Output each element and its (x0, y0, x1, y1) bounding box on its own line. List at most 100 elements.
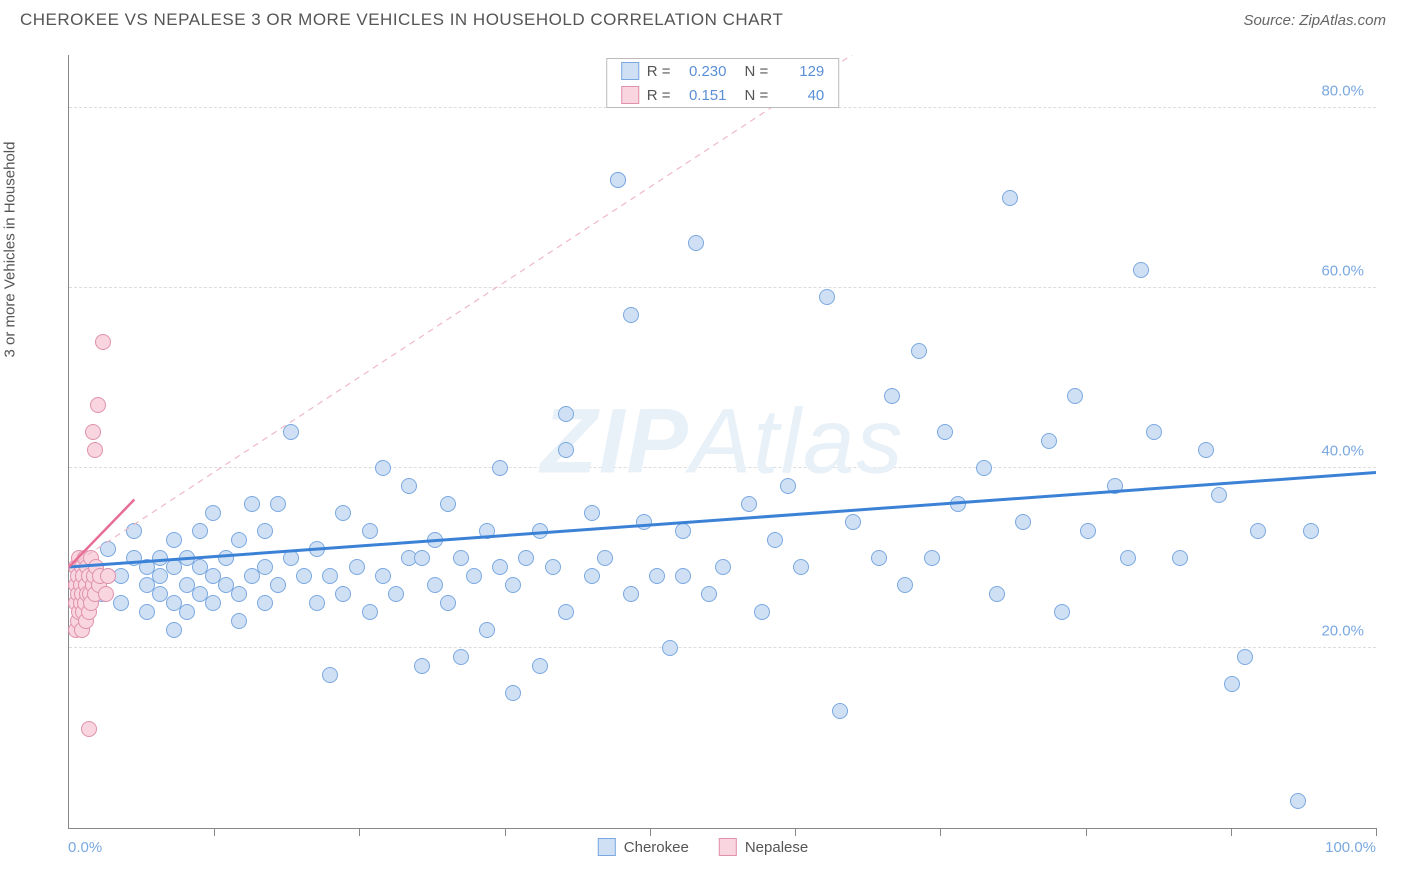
data-point (479, 523, 495, 539)
data-point (401, 478, 417, 494)
y-axis-label: 3 or more Vehicles in Household (2, 142, 19, 358)
legend-r-value: 0.230 (679, 63, 727, 80)
data-point (257, 523, 273, 539)
legend-series: Cherokee Nepalese (598, 838, 808, 856)
data-point (257, 559, 273, 575)
data-point (819, 289, 835, 305)
x-tick (795, 828, 796, 836)
data-point (636, 514, 652, 530)
y-tick-label: 20.0% (1321, 623, 1364, 640)
legend-swatch (719, 838, 737, 856)
data-point (741, 496, 757, 512)
data-point (871, 550, 887, 566)
data-point (362, 523, 378, 539)
data-point (100, 541, 116, 557)
legend-swatch (598, 838, 616, 856)
data-point (81, 721, 97, 737)
data-point (440, 496, 456, 512)
legend-r-label: R = (647, 63, 671, 80)
data-point (1303, 523, 1319, 539)
gridline (69, 287, 1376, 288)
x-tick (359, 828, 360, 836)
data-point (1067, 388, 1083, 404)
data-point (283, 424, 299, 440)
data-point (1290, 793, 1306, 809)
x-tick (940, 828, 941, 836)
data-point (166, 622, 182, 638)
data-point (558, 442, 574, 458)
data-point (505, 577, 521, 593)
data-point (257, 595, 273, 611)
x-tick (214, 828, 215, 836)
legend-swatch (621, 86, 639, 104)
data-point (179, 604, 195, 620)
data-point (1120, 550, 1136, 566)
data-point (1015, 514, 1031, 530)
data-point (1250, 523, 1266, 539)
data-point (309, 541, 325, 557)
data-point (1133, 262, 1149, 278)
legend-swatch (621, 62, 639, 80)
data-point (270, 496, 286, 512)
data-point (440, 595, 456, 611)
data-point (322, 568, 338, 584)
legend-n-value: 129 (776, 63, 824, 80)
data-point (1054, 604, 1070, 620)
legend-r-label: R = (647, 87, 671, 104)
data-point (610, 172, 626, 188)
data-point (90, 397, 106, 413)
watermark: ZIPAtlas (541, 389, 905, 494)
data-point (937, 424, 953, 440)
data-point (558, 406, 574, 422)
x-tick (1086, 828, 1087, 836)
legend-series-item: Cherokee (598, 838, 689, 856)
chart-title: CHEROKEE VS NEPALESE 3 OR MORE VEHICLES … (20, 10, 783, 30)
y-tick-label: 60.0% (1321, 263, 1364, 280)
legend-r-value: 0.151 (679, 87, 727, 104)
data-point (427, 577, 443, 593)
data-point (87, 442, 103, 458)
data-point (375, 568, 391, 584)
data-point (623, 586, 639, 602)
legend-series-label: Nepalese (745, 839, 808, 856)
data-point (1080, 523, 1096, 539)
data-point (532, 523, 548, 539)
legend-series-label: Cherokee (624, 839, 689, 856)
data-point (244, 496, 260, 512)
data-point (793, 559, 809, 575)
data-point (139, 604, 155, 620)
data-point (715, 559, 731, 575)
source-attribution: Source: ZipAtlas.com (1243, 12, 1386, 29)
x-tick (1376, 828, 1377, 836)
data-point (270, 577, 286, 593)
data-point (884, 388, 900, 404)
data-point (205, 505, 221, 521)
gridline (69, 467, 1376, 468)
x-tick (650, 828, 651, 836)
data-point (113, 595, 129, 611)
data-point (584, 505, 600, 521)
data-point (192, 523, 208, 539)
data-point (166, 532, 182, 548)
data-point (1002, 190, 1018, 206)
data-point (1107, 478, 1123, 494)
data-point (989, 586, 1005, 602)
data-point (1224, 676, 1240, 692)
data-point (362, 604, 378, 620)
data-point (349, 559, 365, 575)
data-point (675, 568, 691, 584)
data-point (453, 550, 469, 566)
data-point (649, 568, 665, 584)
legend-stats: R =0.230N =129R =0.151N =40 (606, 58, 840, 108)
chart-container: 3 or more Vehicles in Household ZIPAtlas… (20, 40, 1386, 874)
data-point (492, 460, 508, 476)
data-point (335, 505, 351, 521)
legend-stats-row: R =0.230N =129 (607, 59, 839, 83)
data-point (231, 532, 247, 548)
data-point (100, 568, 116, 584)
data-point (532, 658, 548, 674)
data-point (845, 514, 861, 530)
data-point (322, 667, 338, 683)
data-point (427, 532, 443, 548)
data-point (505, 685, 521, 701)
